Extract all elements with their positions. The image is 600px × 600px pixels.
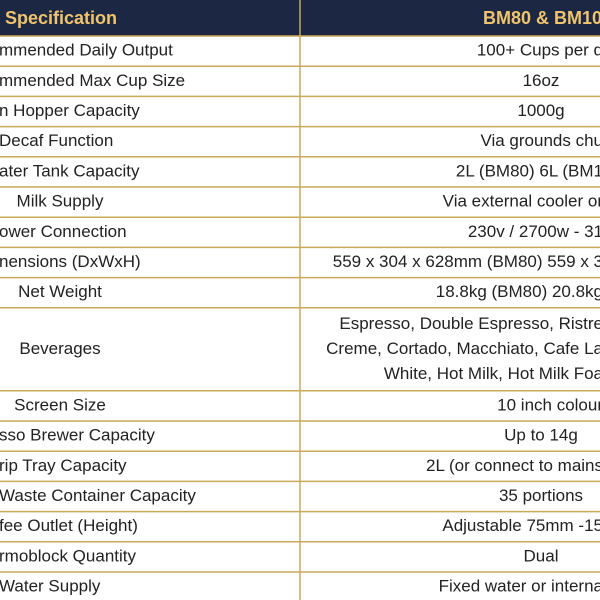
spec-value: White, Hot Milk, Hot Milk Foa (384, 364, 600, 383)
spec-value: 2L (or connect to mains (426, 456, 600, 475)
spec-label: Net Weight (18, 282, 102, 301)
spec-value: 1000g (517, 101, 564, 120)
spec-label: mmended Max Cup Size (0, 71, 185, 90)
spec-value: 16oz (523, 71, 560, 90)
spec-value: Fixed water or interna (439, 577, 600, 596)
spec-label: rmoblock Quantity (0, 546, 136, 565)
spec-label: mmended Daily Output (0, 41, 173, 60)
header-left: Specification (5, 8, 117, 28)
spec-value: 2L (BM80) 6L (BM1 (456, 161, 600, 180)
spec-value: 230v / 2700w - 31 (468, 222, 600, 241)
spec-value: 559 x 304 x 628mm (BM80) 559 x 3 (333, 252, 600, 271)
spec-label: Beverages (19, 339, 100, 358)
spec-value: 10 inch colour (497, 395, 600, 414)
spec-value: 100+ Cups per d (477, 41, 600, 60)
spec-label: rip Tray Capacity (0, 456, 127, 475)
header-right: BM80 & BM10 (483, 8, 600, 28)
spec-label: sso Brewer Capacity (0, 426, 155, 445)
spec-label: n Hopper Capacity (0, 101, 140, 120)
spec-value: Adjustable 75mm -15 (442, 516, 600, 535)
spec-label: Milk Supply (17, 192, 104, 211)
spec-value: Espresso, Double Espresso, Ristre (339, 314, 600, 333)
spec-value: Via grounds chu (480, 131, 600, 150)
spec-label: Water Supply (0, 577, 101, 596)
spec-label: fee Outlet (Height) (0, 516, 138, 535)
spec-label: ater Tank Capacity (0, 161, 140, 180)
spec-value: Dual (524, 546, 559, 565)
spec-value: 35 portions (499, 486, 583, 505)
spec-value: Via external cooler or (443, 192, 600, 211)
spec-label: ower Connection (0, 222, 127, 241)
spec-label: Screen Size (14, 395, 106, 414)
spec-label: Decaf Function (0, 131, 113, 150)
spec-value: Creme, Cortado, Macchiato, Cafe La (326, 339, 600, 358)
spec-label: Waste Container Capacity (0, 486, 196, 505)
spec-value: 18.8kg (BM80) 20.8kg (436, 282, 600, 301)
spec-value: Up to 14g (504, 426, 578, 445)
spec-label: nensions (DxWxH) (0, 252, 141, 271)
